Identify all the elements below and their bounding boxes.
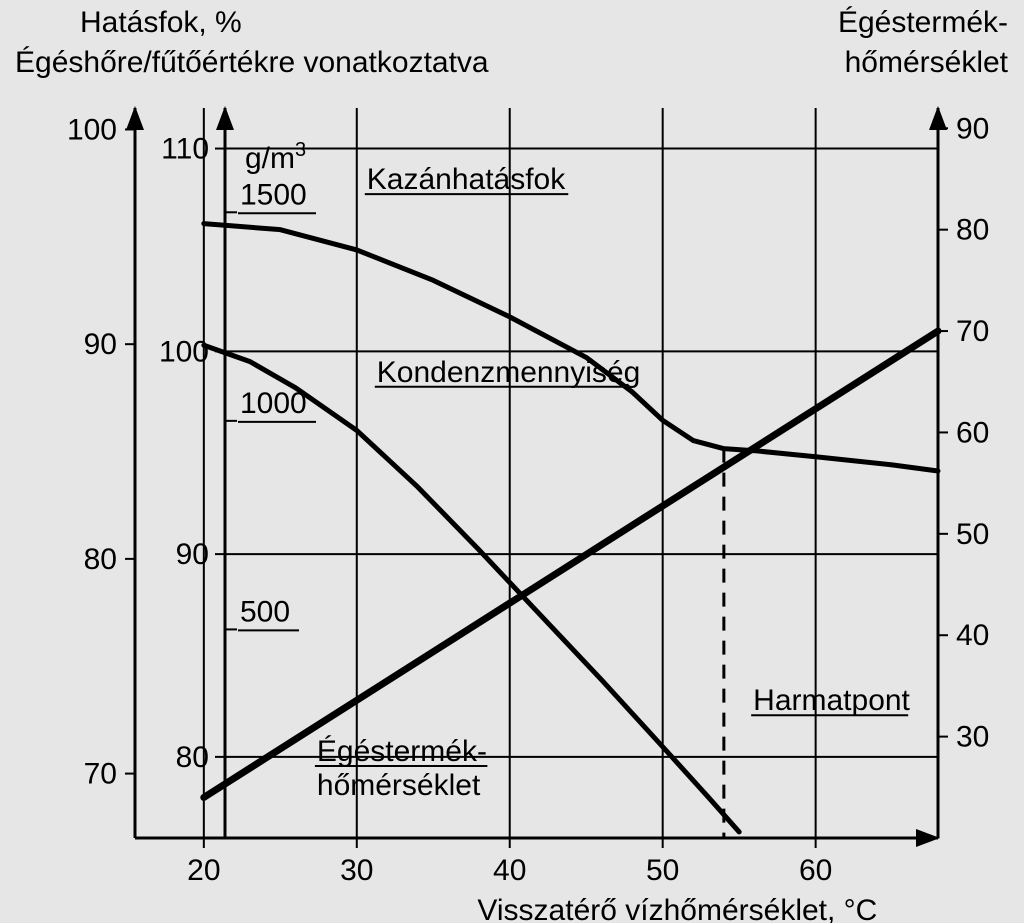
- yr-tick-label: 80: [956, 214, 989, 247]
- y2-tick-label: 90: [176, 538, 209, 571]
- yr-tick-label: 70: [956, 315, 989, 348]
- gm3-unit: g/m3: [245, 139, 306, 175]
- gm3-tick-label: 1500: [240, 178, 307, 211]
- gm3-tick-label: 500: [240, 595, 290, 628]
- curve-kazanhatasfok: [204, 224, 938, 471]
- label-harmat: Harmatpont: [753, 684, 910, 717]
- y1-tick-label: 90: [84, 328, 117, 361]
- chart-svg: Hatásfok, % Égéshőre/fűtőértékre vonatkoz…: [0, 0, 1024, 923]
- x-tick-label: 20: [187, 854, 220, 887]
- yr-tick-label: 90: [956, 112, 989, 145]
- y1-tick-label: 100: [67, 113, 117, 146]
- x-tick-label: 60: [799, 854, 832, 887]
- title-right-1: Égéstermék-: [838, 6, 1008, 39]
- title-left-2: Égéshőre/fűtőértékre vonatkoztatva: [15, 46, 489, 79]
- y2-tick-label: 80: [176, 741, 209, 774]
- yr-tick-label: 50: [956, 518, 989, 551]
- x-axis-title: Visszatérő vízhőmérséklet, °C: [477, 894, 877, 923]
- gm3-tick-label: 1000: [240, 387, 307, 420]
- x-tick-label: 30: [340, 854, 373, 887]
- x-tick-label: 40: [493, 854, 526, 887]
- chart-container: Hatásfok, % Égéshőre/fűtőértékre vonatkoz…: [0, 0, 1024, 923]
- title-right-2: hőmérséklet: [845, 46, 1009, 79]
- label-kondenz: Kondenzmennyiség: [377, 356, 641, 389]
- y1-tick-label: 80: [84, 543, 117, 576]
- yr-tick-label: 60: [956, 416, 989, 449]
- x-tick-label: 50: [646, 854, 679, 887]
- title-left-1: Hatásfok, %: [80, 6, 242, 39]
- y2-tick-label: 100: [159, 335, 209, 368]
- label-kazan: Kazánhatásfok: [367, 163, 566, 196]
- yr-tick-label: 30: [956, 721, 989, 754]
- y1-tick-label: 70: [84, 758, 117, 791]
- label-eges-2: hőmérséklet: [317, 769, 481, 802]
- yr-tick-label: 40: [956, 619, 989, 652]
- y2-tick-label: 110: [161, 133, 209, 166]
- label-eges-1: Égéstermék-: [317, 735, 487, 768]
